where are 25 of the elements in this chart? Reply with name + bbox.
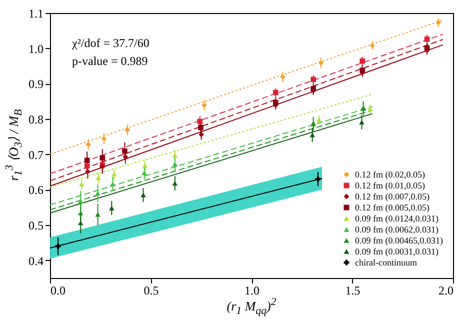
- legend-label: 0.09 fm (0.00465,0.031): [355, 236, 443, 246]
- legend-label: 0.09 fm (0.0062,0.031): [355, 224, 438, 234]
- x-tick-label: 2.0: [438, 284, 454, 298]
- x-tick-label: 0.0: [50, 284, 66, 298]
- legend-label: 0.12 fm (0.02,0.05): [355, 170, 425, 180]
- legend-label: 0.09 fm (0.0124,0.031): [355, 214, 438, 224]
- y-tick-label: 1.0: [28, 42, 44, 56]
- x-axis-title: (r$_{1}$ M$_{qq}$)$^{2}$: [226, 296, 278, 317]
- legend-label: 0.09 fm (0.0031,0.031): [355, 246, 438, 256]
- y-tick-label: 0.6: [28, 183, 44, 198]
- legend-label: chiral-continuum: [355, 258, 417, 268]
- legend-label: 0.12 fm (0.007,0.05): [355, 192, 430, 202]
- annotation: p-value = 0.989: [72, 54, 148, 68]
- y-tick-label: 0.8: [28, 112, 44, 126]
- x-tick-label: 1.0: [244, 284, 260, 298]
- y-tick-label: 0.9: [28, 77, 44, 92]
- x-tick-label: 0.5: [144, 284, 159, 298]
- y-tick-label: 0.4: [28, 254, 44, 268]
- legend-label: 0.12 fm (0.005,0.05): [355, 202, 430, 212]
- annotation: χ²/dof = 37.7/60: [71, 36, 150, 50]
- y-tick-label: 1.1: [28, 6, 44, 20]
- x-tick-label: 1.5: [345, 284, 360, 298]
- y-tick-label: 0.7: [28, 148, 44, 162]
- legend-label: 0.12 fm (0.01,0.05): [355, 180, 425, 190]
- y-tick-label: 0.5: [28, 218, 44, 232]
